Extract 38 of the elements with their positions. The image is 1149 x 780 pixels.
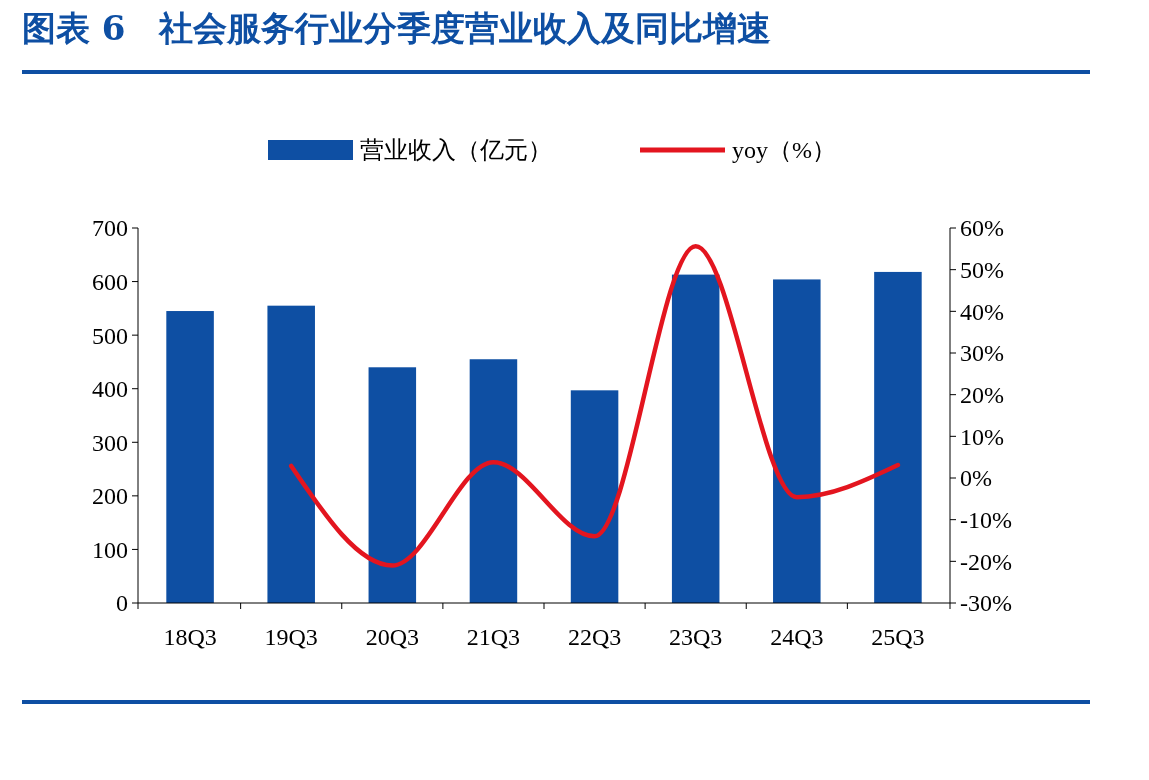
bar bbox=[166, 311, 214, 603]
y-tick-label: 700 bbox=[92, 215, 128, 242]
y2-tick-label: -20% bbox=[960, 548, 1012, 575]
y-tick-label: 500 bbox=[92, 322, 128, 349]
x-tick-label: 23Q3 bbox=[669, 624, 723, 650]
x-tick-label: 21Q3 bbox=[466, 624, 521, 650]
y2-tick-label: 0% bbox=[960, 465, 992, 492]
y2-tick-label: 50% bbox=[960, 257, 1004, 284]
bar bbox=[773, 279, 821, 603]
y-tick-label: 100 bbox=[92, 536, 128, 563]
x-tick-label: 25Q3 bbox=[871, 624, 925, 650]
bar bbox=[570, 390, 619, 603]
y-tick-label: 200 bbox=[92, 483, 128, 510]
y2-tick-label: 10% bbox=[960, 423, 1004, 450]
x-tick-label: 22Q3 bbox=[567, 624, 622, 650]
x-tick-label: 19Q3 bbox=[264, 624, 318, 650]
y2-tick-label: -30% bbox=[960, 590, 1012, 617]
legend-label: yoy（%） bbox=[732, 137, 836, 164]
y-tick-label: 0 bbox=[116, 590, 128, 617]
x-tick-label: 20Q3 bbox=[365, 624, 419, 650]
x-tick-label: 18Q3 bbox=[163, 624, 217, 650]
bar bbox=[368, 367, 417, 603]
y-tick-label: 300 bbox=[92, 429, 128, 456]
y2-tick-label: 30% bbox=[960, 340, 1004, 367]
y2-tick-label: 40% bbox=[960, 298, 1004, 325]
bar bbox=[671, 274, 720, 603]
y-tick-label: 600 bbox=[92, 268, 128, 295]
y-tick-label: 400 bbox=[92, 376, 128, 403]
y2-tick-label: -10% bbox=[960, 507, 1012, 534]
chart-title: 图表 6 社会服务行业分季度营业收入及同比增速 bbox=[22, 8, 772, 48]
line-series bbox=[288, 244, 901, 568]
bar bbox=[874, 271, 922, 603]
legend-label: 营业收入（亿元） bbox=[360, 137, 552, 164]
bar bbox=[469, 359, 518, 603]
bar bbox=[267, 305, 315, 603]
y2-tick-label: 60% bbox=[960, 215, 1004, 242]
y2-tick-label: 20% bbox=[960, 382, 1004, 409]
x-tick-label: 24Q3 bbox=[770, 624, 824, 650]
